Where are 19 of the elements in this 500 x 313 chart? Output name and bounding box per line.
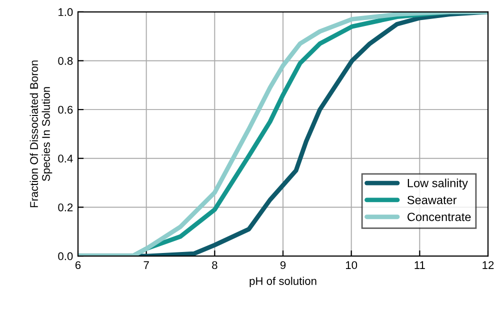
legend-label: Low salinity (408, 178, 468, 190)
legend-label: Seawater (407, 196, 457, 204)
y-tick-label: 0.0 (58, 252, 73, 260)
line-series (78, 12, 488, 256)
y-tick-label: 1.0 (58, 8, 73, 16)
x-tick-label: 11 (414, 261, 425, 269)
y-tick-label: 0.4 (58, 154, 73, 163)
x-tick-label: 12 (482, 261, 494, 269)
x-axis-title: pH of solution (250, 276, 316, 288)
x-tick-label: 9 (280, 261, 286, 270)
y-tick-label: 0.6 (58, 106, 73, 114)
y-axis-title: Fraction Of Dissociated Boron Species In Solution (30, 60, 52, 208)
x-tick-label: 7 (144, 261, 149, 269)
y-tick-label: 0.2 (58, 203, 73, 212)
x-tick-label: 6 (75, 261, 81, 270)
x-tick-label: 10 (346, 261, 358, 270)
legend-label: Concentrate (408, 212, 471, 222)
y-tick-label: 0.8 (58, 56, 73, 65)
x-tick-label: 8 (212, 261, 218, 270)
